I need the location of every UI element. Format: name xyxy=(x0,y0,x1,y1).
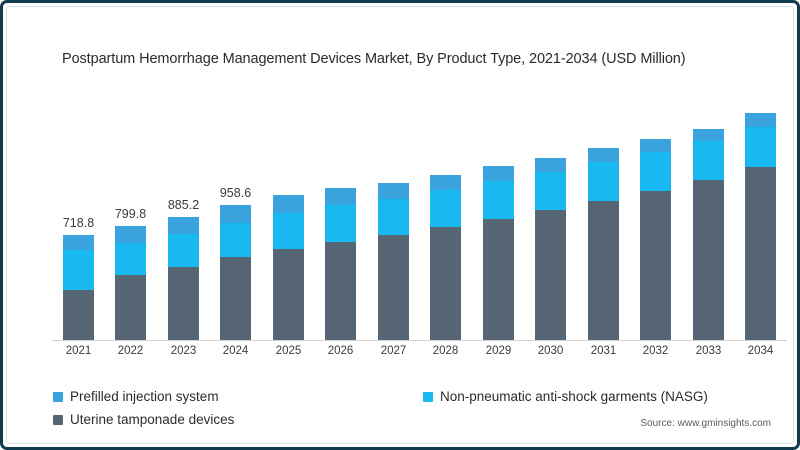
bar-segment-nasg xyxy=(220,223,251,257)
legend-item-uterine-tamponade-devices[interactable]: Uterine tamponade devices xyxy=(53,412,423,427)
bar-segment-uterine-tamponade-devices xyxy=(325,242,356,341)
bar-segment-nasg xyxy=(640,152,671,191)
bar-segment-uterine-tamponade-devices xyxy=(115,275,146,341)
x-tick-2025: 2025 xyxy=(275,345,302,357)
bar-2022[interactable]: 799.8 xyxy=(115,207,146,341)
bar-value-label-2022: 799.8 xyxy=(114,207,147,221)
legend-swatch-icon xyxy=(53,391,63,402)
bar-2028[interactable] xyxy=(430,175,461,341)
bar-segment-prefilled-injection-system xyxy=(745,113,776,127)
bar-segment-uterine-tamponade-devices xyxy=(168,267,199,341)
x-tick-2021: 2021 xyxy=(65,345,92,357)
x-tick-2032: 2032 xyxy=(642,345,669,357)
x-tick-2027: 2027 xyxy=(380,345,407,357)
bar-segment-prefilled-injection-system xyxy=(483,166,514,181)
bar-segment-uterine-tamponade-devices xyxy=(273,249,304,341)
bar-segment-prefilled-injection-system xyxy=(640,139,671,152)
bar-segment-prefilled-injection-system xyxy=(693,129,724,141)
bar-value-label-2021: 718.8 xyxy=(62,216,95,230)
bar-segment-uterine-tamponade-devices xyxy=(63,290,94,341)
chart-legend: Prefilled injection system Non-pneumatic… xyxy=(53,385,769,431)
bar-segment-prefilled-injection-system xyxy=(588,148,619,162)
bar-segment-nasg xyxy=(588,162,619,201)
bar-segment-prefilled-injection-system xyxy=(430,175,461,190)
bar-segment-nasg xyxy=(115,243,146,275)
bar-segment-nasg xyxy=(63,250,94,290)
x-tick-2031: 2031 xyxy=(590,345,617,357)
bar-segment-nasg xyxy=(430,190,461,227)
bar-segment-uterine-tamponade-devices xyxy=(220,257,251,341)
legend-item-prefilled-injection-system[interactable]: Prefilled injection system xyxy=(53,389,423,404)
legend-row-2: Uterine tamponade devices xyxy=(53,408,769,431)
bar-segment-nasg xyxy=(325,205,356,242)
bar-2027[interactable] xyxy=(378,183,409,341)
chart-card-inner: Postpartum Hemorrhage Management Devices… xyxy=(6,6,794,444)
bar-segment-nasg xyxy=(693,141,724,180)
bar-segment-prefilled-injection-system xyxy=(220,205,251,223)
bar-2033[interactable] xyxy=(693,129,724,341)
bar-segment-uterine-tamponade-devices xyxy=(430,227,461,341)
x-tick-2022: 2022 xyxy=(117,345,144,357)
legend-swatch-icon xyxy=(423,391,433,402)
bar-segment-uterine-tamponade-devices xyxy=(745,167,776,341)
x-tick-2028: 2028 xyxy=(432,345,459,357)
bar-2029[interactable] xyxy=(483,166,514,341)
bar-segment-prefilled-injection-system xyxy=(325,188,356,205)
x-tick-2033: 2033 xyxy=(695,345,722,357)
bar-2030[interactable] xyxy=(535,158,566,341)
bar-segment-uterine-tamponade-devices xyxy=(588,201,619,341)
page-title: Postpartum Hemorrhage Management Devices… xyxy=(62,51,686,67)
x-tick-2029: 2029 xyxy=(485,345,512,357)
bar-segment-prefilled-injection-system xyxy=(273,195,304,213)
x-tick-2024: 2024 xyxy=(222,345,249,357)
bar-segment-prefilled-injection-system xyxy=(378,183,409,199)
bar-2031[interactable] xyxy=(588,148,619,341)
bar-segment-uterine-tamponade-devices xyxy=(640,191,671,341)
bar-segment-prefilled-injection-system xyxy=(115,226,146,243)
legend-item-label: Prefilled injection system xyxy=(70,389,219,404)
bar-2034[interactable] xyxy=(745,113,776,341)
bar-segment-prefilled-injection-system xyxy=(168,217,199,234)
bar-segment-prefilled-injection-system xyxy=(63,235,94,250)
legend-item-label: Uterine tamponade devices xyxy=(70,412,235,427)
bar-2026[interactable] xyxy=(325,188,356,341)
bar-2024[interactable]: 958.6 xyxy=(220,186,251,341)
plot-area: 718.8 799.8 885.2 958.6 xyxy=(52,92,787,341)
bar-segment-uterine-tamponade-devices xyxy=(378,235,409,341)
bar-2032[interactable] xyxy=(640,139,671,341)
source-attribution: Source: www.gminsights.com xyxy=(640,418,771,429)
bar-segment-uterine-tamponade-devices xyxy=(483,219,514,341)
x-axis-line xyxy=(52,340,787,341)
x-tick-2026: 2026 xyxy=(327,345,354,357)
bar-segment-nasg xyxy=(378,199,409,235)
x-tick-2030: 2030 xyxy=(537,345,564,357)
bar-value-label-2023: 885.2 xyxy=(167,198,200,212)
bar-segment-uterine-tamponade-devices xyxy=(535,210,566,341)
bar-segment-nasg xyxy=(535,172,566,210)
bar-group: 718.8 799.8 885.2 958.6 xyxy=(52,92,787,341)
legend-row-1: Prefilled injection system Non-pneumatic… xyxy=(53,385,769,408)
x-axis-tick-labels: 2021 2022 2023 2024 2025 2026 2027 2028 2029 2030… xyxy=(52,345,787,365)
bar-segment-prefilled-injection-system xyxy=(535,158,566,172)
bar-segment-nasg xyxy=(273,213,304,249)
x-tick-2034: 2034 xyxy=(747,345,774,357)
bar-value-label-2024: 958.6 xyxy=(219,186,252,200)
x-tick-2023: 2023 xyxy=(170,345,197,357)
bar-segment-nasg xyxy=(483,181,514,219)
bar-2025[interactable] xyxy=(273,195,304,341)
bar-2021[interactable]: 718.8 xyxy=(63,216,94,341)
bar-segment-nasg xyxy=(168,234,199,267)
bar-2023[interactable]: 885.2 xyxy=(168,198,199,341)
bar-segment-uterine-tamponade-devices xyxy=(693,180,724,341)
legend-item-non-pneumatic-anti-shock-garments[interactable]: Non-pneumatic anti-shock garments (NASG) xyxy=(423,389,708,404)
legend-item-label: Non-pneumatic anti-shock garments (NASG) xyxy=(440,389,708,404)
legend-swatch-icon xyxy=(53,414,63,425)
bar-segment-nasg xyxy=(745,127,776,167)
